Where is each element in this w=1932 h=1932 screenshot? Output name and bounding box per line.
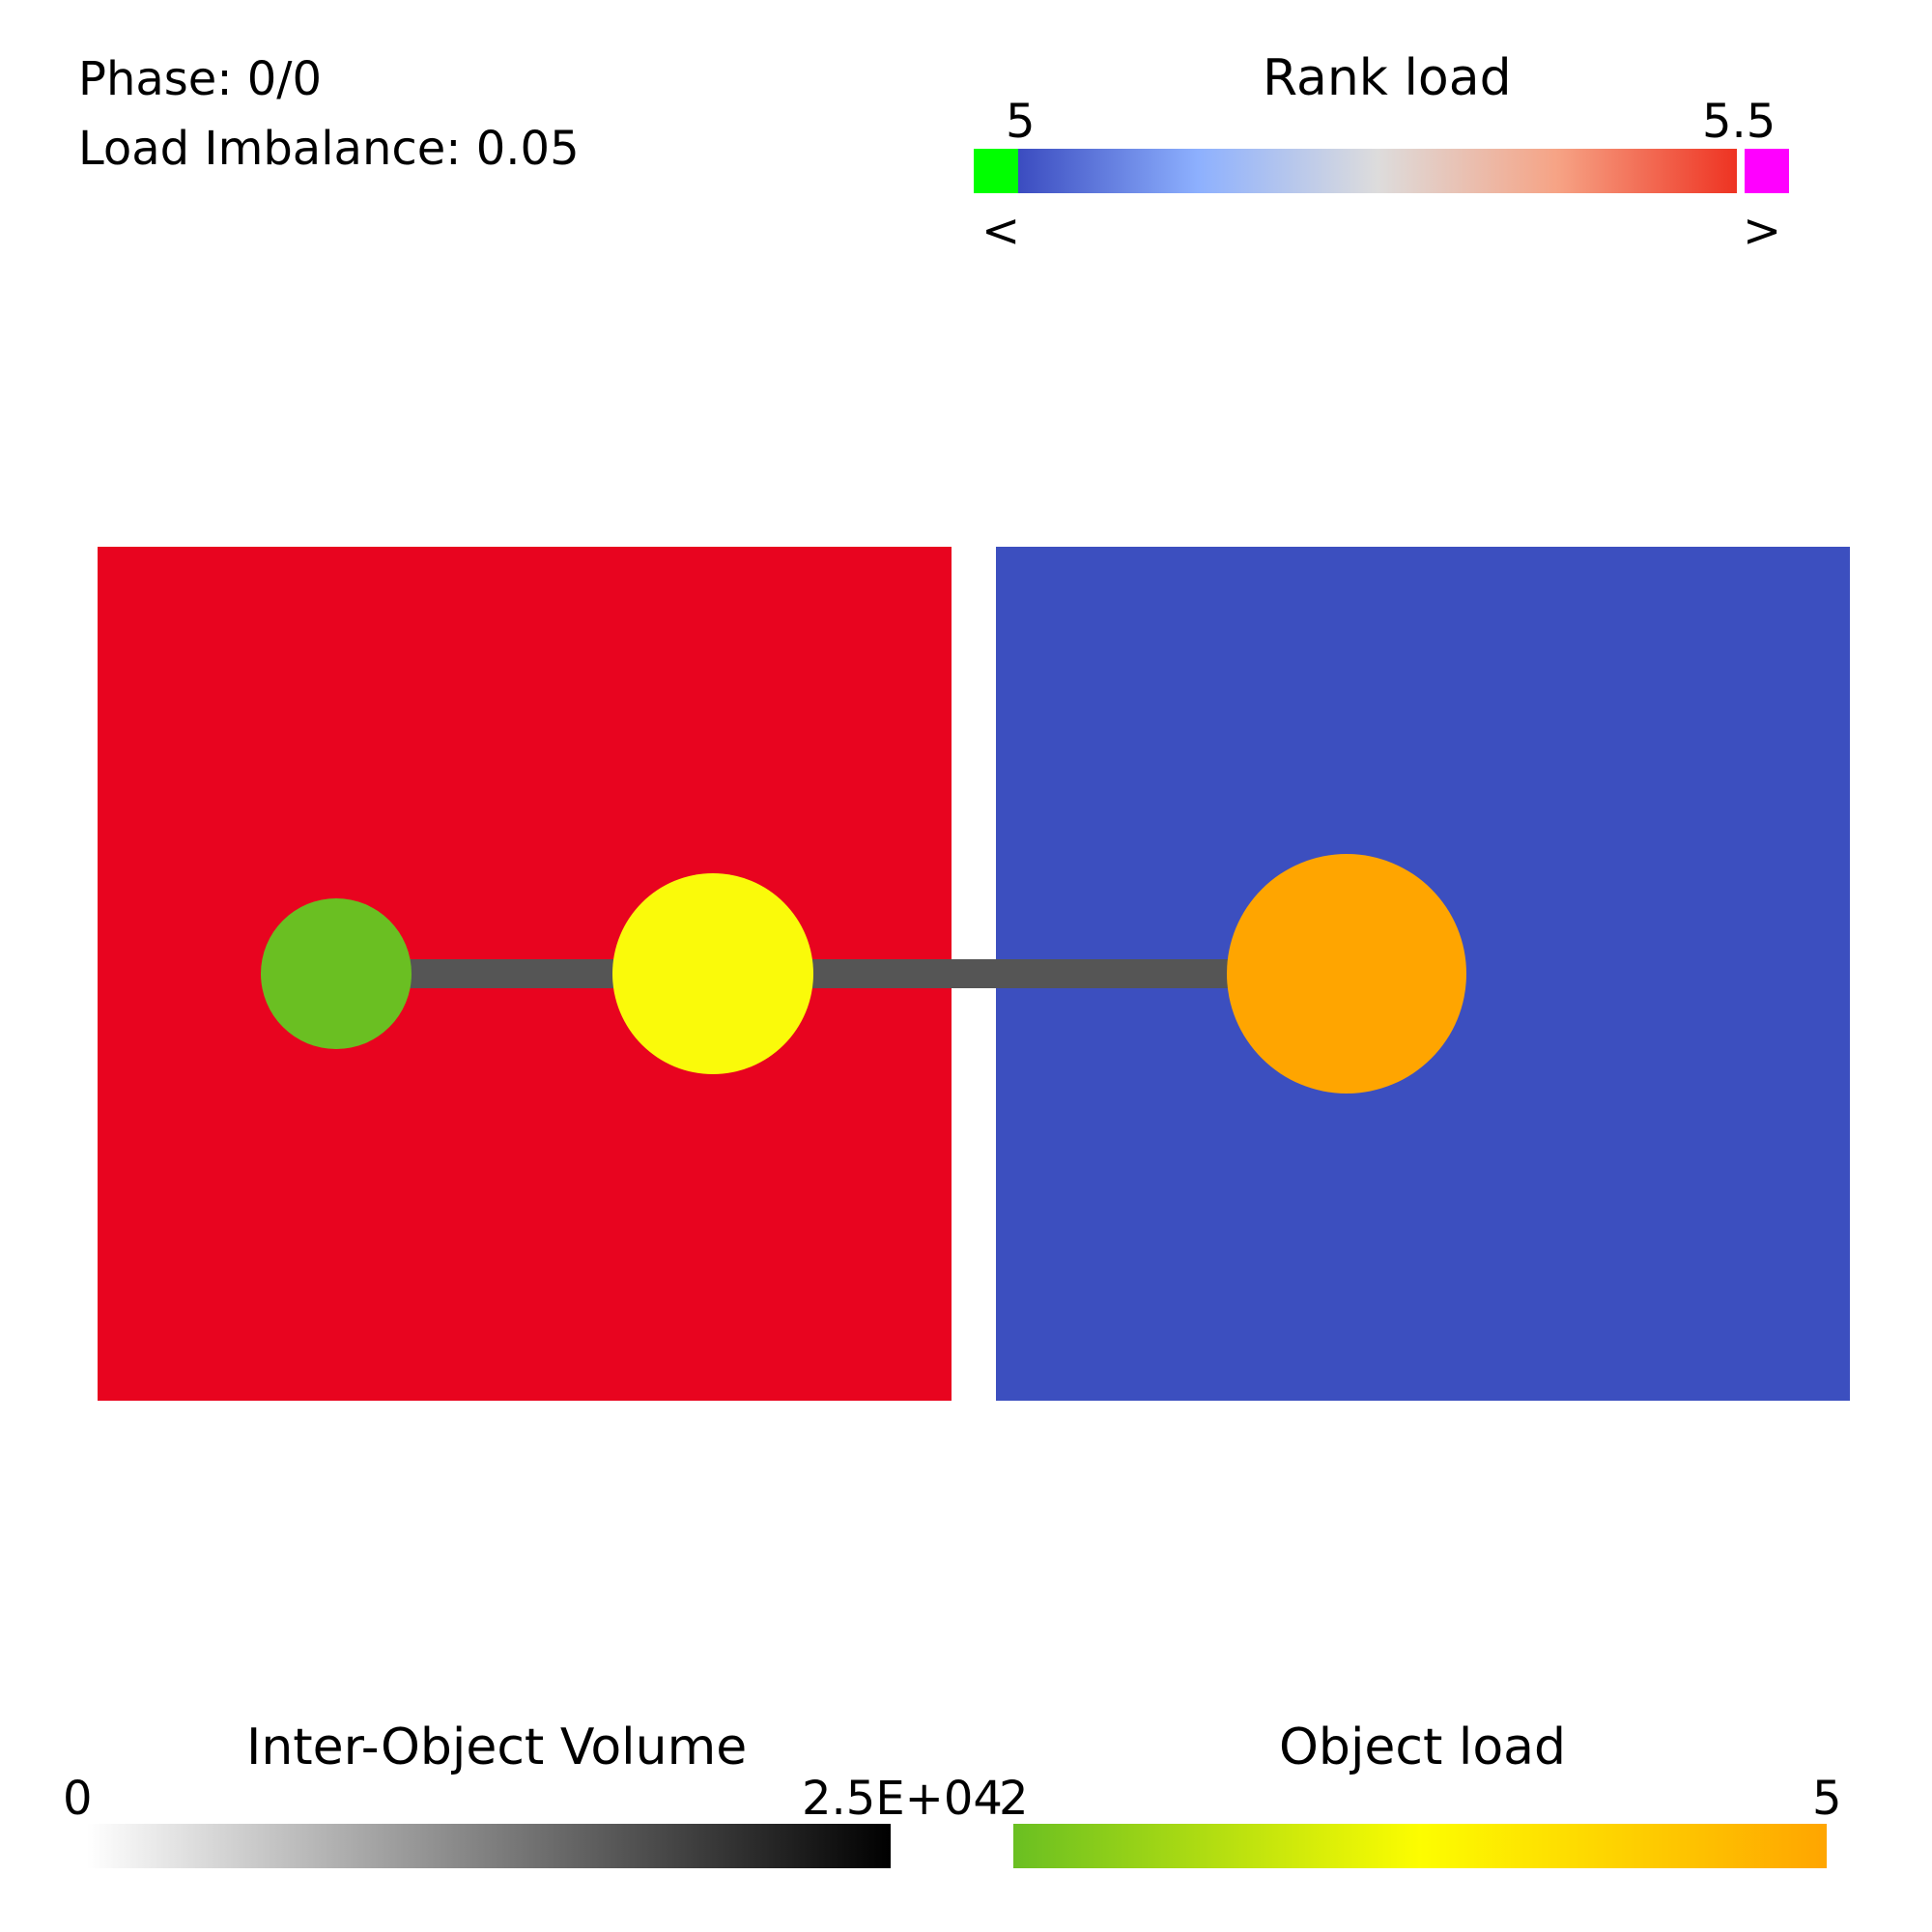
- object-load-colorbar: [1013, 1824, 1827, 1868]
- object-c-node: [1227, 854, 1466, 1094]
- inter-object-volume-max: 2.5E+04: [802, 1772, 1003, 1826]
- phase-label: Phase: 0/0: [78, 52, 322, 106]
- inter-object-volume-min: 0: [63, 1772, 93, 1826]
- inter-object-volume-title: Inter-Object Volume: [246, 1719, 748, 1776]
- rank-load-max: 5.5: [1702, 95, 1776, 149]
- object-b-node: [612, 873, 813, 1074]
- rank-load-below-range-swatch: [974, 149, 1018, 193]
- rank-load-min: 5: [1006, 95, 1036, 149]
- rank-load-colorbar: [1018, 149, 1737, 193]
- inter-object-volume-colorbar: [87, 1824, 891, 1868]
- object-load-title: Object load: [1279, 1719, 1567, 1776]
- rank-load-above-marker: >: [1743, 204, 1782, 258]
- rank-load-below-marker: <: [981, 204, 1021, 258]
- load-imbalance-label: Load Imbalance: 0.05: [78, 122, 580, 176]
- object-load-min: 2: [999, 1772, 1029, 1826]
- object-load-max: 5: [1812, 1772, 1842, 1826]
- rank-load-title: Rank load: [1263, 49, 1512, 107]
- object-a-node: [261, 898, 412, 1049]
- rank-load-above-range-swatch: [1745, 149, 1789, 193]
